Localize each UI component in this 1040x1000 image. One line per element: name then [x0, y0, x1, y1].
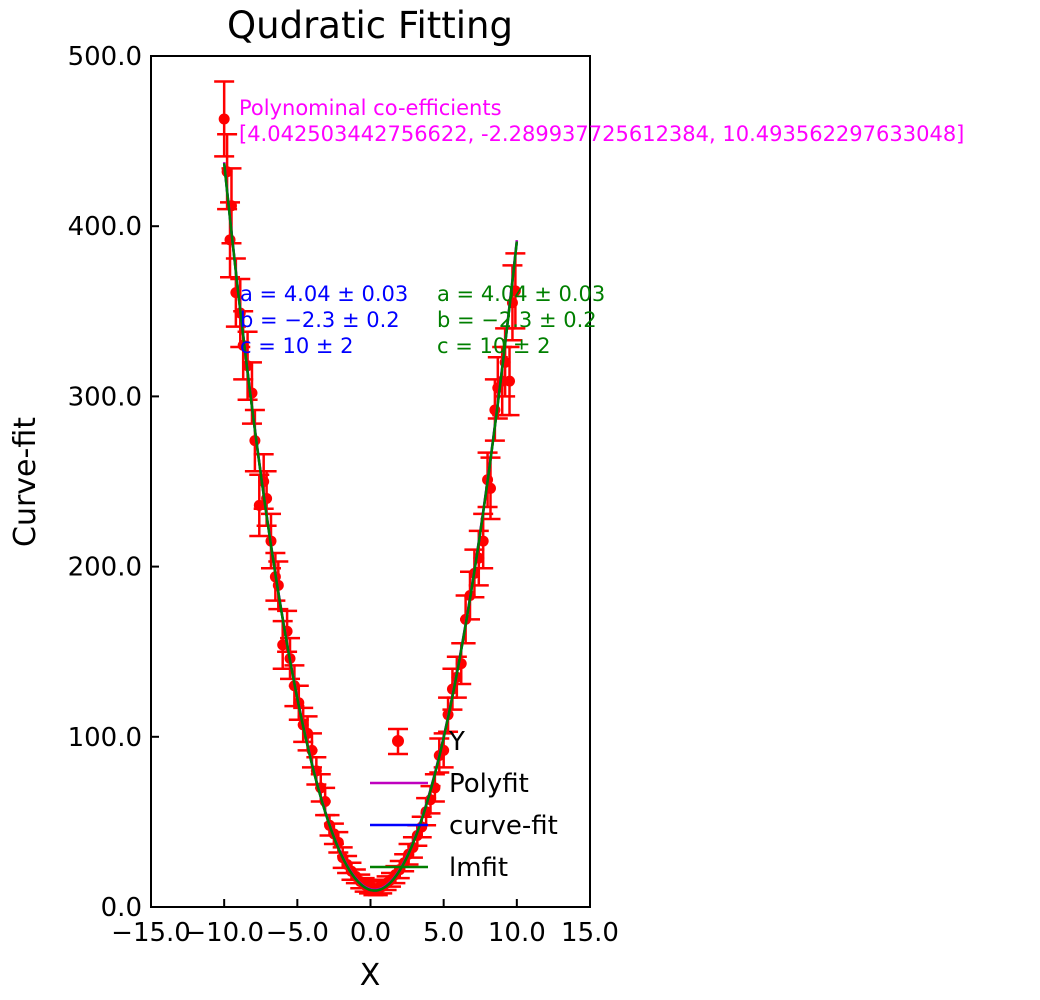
legend-item-curve-fit: curve-fit	[370, 811, 558, 841]
legend-y-marker	[392, 735, 404, 747]
curvefit-annotation-b: b = −2.3 ± 0.2	[240, 308, 400, 332]
x-tick-label: 10.0	[488, 918, 546, 948]
y-tick-label: 500.0	[68, 42, 142, 72]
legend: Y Polyfit curve-fit lmfit	[370, 727, 558, 883]
y-tick-label: 100.0	[68, 723, 142, 753]
lmfit-annotation-b: b = −2.3 ± 0.2	[437, 308, 597, 332]
y-tick-label: 300.0	[68, 382, 142, 412]
plot-content	[214, 80, 526, 897]
y-tick-label: 400.0	[68, 212, 142, 242]
curvefit-annotation-a: a = 4.04 ± 0.03	[240, 282, 408, 306]
legend-label-curve-fit: curve-fit	[449, 811, 558, 841]
lmfit-annotation-c: c = 10 ± 2	[437, 334, 551, 358]
x-tick-label: −10.0	[184, 918, 264, 948]
x-tick-label: 15.0	[561, 918, 619, 948]
legend-label-polyfit: Polyfit	[449, 769, 529, 799]
plot-area	[214, 80, 526, 897]
legend-item-y: Y	[388, 727, 465, 757]
x-tick-label: −5.0	[266, 918, 329, 948]
legend-item-lmfit: lmfit	[370, 853, 508, 883]
data-point-69	[499, 345, 520, 417]
polyfit-annotation-line1: Polynominal co-efficients	[239, 96, 502, 120]
x-tick-label: −15.0	[111, 918, 191, 948]
legend-label-lmfit: lmfit	[449, 853, 508, 883]
data-point-9	[244, 408, 265, 473]
curvefit-annotation-c: c = 10 ± 2	[240, 334, 354, 358]
lmfit-line	[222, 163, 519, 892]
y-tick-label: 0.0	[101, 893, 142, 923]
data-point-0	[214, 80, 235, 158]
y-tick-label: 200.0	[68, 553, 142, 583]
y-axis-label: Curve-fit	[8, 417, 43, 547]
axis-ticks: −15.0−10.0 −5.0 0.0 5.0 10.0 15.0 0.0 100.0 200.…	[68, 42, 619, 948]
polyfit-annotation-line2: [4.042503442756622, -2.289937725612384, …	[239, 122, 964, 146]
lmfit-annotation-a: a = 4.04 ± 0.03	[437, 282, 605, 306]
marker-0	[218, 113, 230, 125]
legend-label-y: Y	[448, 727, 465, 757]
x-axis-label: X	[360, 958, 381, 993]
chart-title: Qudratic Fitting	[227, 4, 513, 47]
marker-69	[504, 375, 516, 387]
legend-item-polyfit: Polyfit	[370, 769, 529, 799]
x-tick-label: 0.0	[350, 918, 391, 948]
x-tick-label: 5.0	[423, 918, 464, 948]
data-point-20	[288, 684, 309, 722]
